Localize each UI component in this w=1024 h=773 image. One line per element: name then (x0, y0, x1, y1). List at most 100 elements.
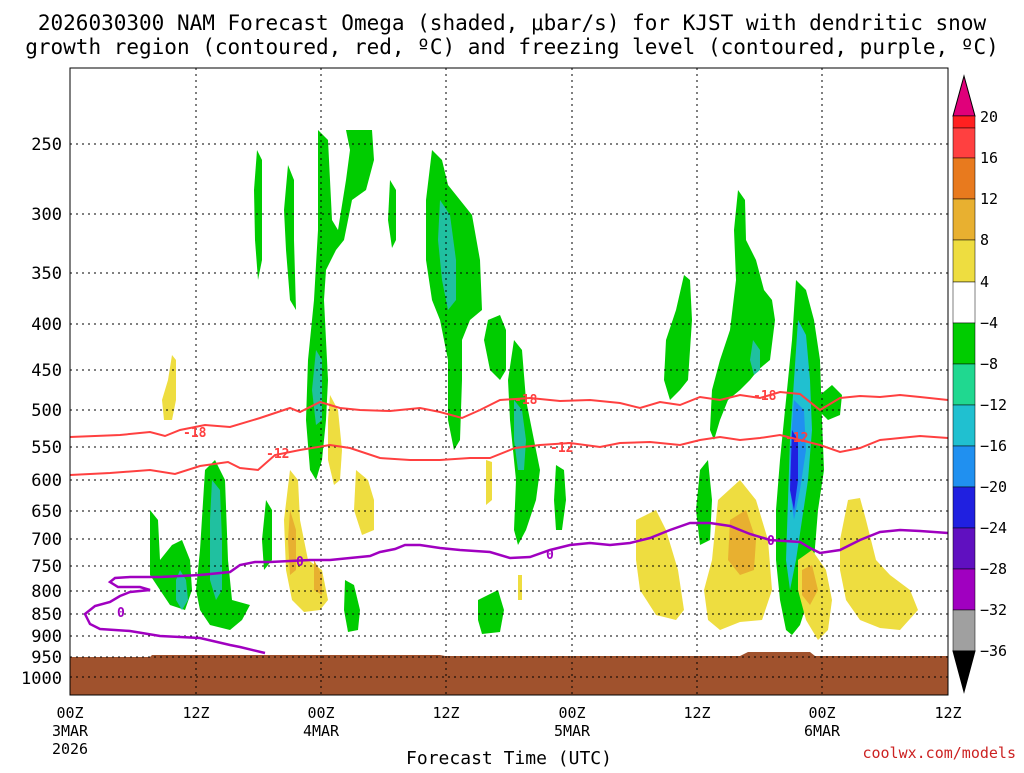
colorbar-label: −16 (980, 437, 1007, 455)
omega-pos-cell (802, 565, 818, 605)
isotherm-label: -12 (550, 441, 573, 456)
colorbar-label: −20 (980, 478, 1007, 496)
terrain-surface (70, 652, 948, 695)
omega-core (312, 350, 322, 425)
omega-cell (710, 190, 775, 440)
freezing-level-contour (83, 521, 949, 655)
x-tick-date: 6MAR (804, 722, 841, 740)
plot-frame (69, 67, 949, 696)
colorbar-segment (952, 239, 976, 283)
colorbar-labels: 20 16 12 8 4 −4 −8 −12 −16 −20 −24 −28 −… (980, 108, 1007, 660)
chart-title-line2: growth region (contoured, red, ºC) and f… (25, 35, 999, 59)
x-tick-date: 4MAR (303, 722, 340, 740)
isotherm-contours (69, 390, 949, 476)
omega-cell (284, 165, 296, 310)
omega-pos-cell (314, 560, 322, 595)
omega-cell (254, 150, 262, 280)
colorbar-label: 12 (980, 190, 998, 208)
isotherm-label: -18 (183, 426, 207, 441)
y-tick-label: 550 (31, 438, 62, 458)
credit-text: coolwx.com/models (862, 744, 1016, 762)
omega-cell (484, 315, 506, 380)
omega-cell (554, 465, 566, 530)
x-tick-label: 12Z (182, 704, 209, 722)
x-tick-label: 12Z (683, 704, 710, 722)
colorbar-segment (952, 486, 976, 529)
colorbar-segment (952, 115, 976, 129)
omega-cell (344, 580, 360, 632)
colorbar: 20 16 12 8 4 −4 −8 −12 −16 −20 −24 −28 −… (952, 74, 1007, 694)
colorbar-segment (952, 609, 976, 652)
omega-core (176, 570, 188, 610)
y-axis: 250 300 350 400 450 500 550 600 650 700 … (21, 135, 62, 689)
omega-cell (262, 500, 272, 570)
chart-title-line1: 2026030300 NAM Forecast Omega (shaded, μ… (38, 11, 987, 35)
x-tick-date: 3MAR (52, 722, 89, 740)
colorbar-top-arrow (952, 74, 976, 117)
omega-core (750, 340, 760, 375)
y-tick-label: 250 (31, 135, 62, 155)
x-tick-label: 12Z (432, 704, 459, 722)
y-tick-label: 950 (31, 648, 62, 668)
omega-core (790, 430, 798, 510)
y-tick-label: 650 (31, 502, 62, 522)
colorbar-segment (952, 127, 976, 159)
omega-pos-cell (486, 460, 492, 505)
x-tick-date: 5MAR (554, 722, 591, 740)
colorbar-label: −24 (980, 519, 1007, 537)
colorbar-label: 8 (980, 231, 989, 249)
colorbar-segment (952, 157, 976, 200)
y-tick-label: 500 (31, 401, 62, 421)
isotherm-label: -18 (753, 389, 777, 404)
colorbar-segment (952, 445, 976, 488)
colorbar-label: −32 (980, 601, 1007, 619)
colorbar-label: −8 (980, 355, 998, 373)
plot-area: -18 -12 -18 -12 -18 -12 0 0 0 0 (69, 67, 949, 696)
y-tick-label: 600 (31, 471, 62, 491)
omega-shading-strong (176, 200, 812, 610)
x-axis-title: Forecast Time (UTC) (406, 748, 612, 768)
omega-cell (388, 180, 396, 248)
omega-pos-cell (162, 355, 176, 420)
omega-cell (664, 275, 692, 400)
y-tick-label: 450 (31, 361, 62, 381)
colorbar-segment (952, 404, 976, 447)
x-tick-label: 00Z (808, 704, 835, 722)
colorbar-segment (952, 322, 976, 365)
freezing-level-label: 0 (767, 534, 775, 549)
omega-pos-cell (840, 498, 918, 630)
omega-pos-cell (728, 510, 756, 575)
omega-core (514, 400, 526, 470)
isotherm-label: -18 (514, 393, 538, 408)
contour-labels: -18 -12 -18 -12 -18 -12 0 0 0 0 (117, 389, 808, 621)
omega-pos-cell (328, 395, 342, 485)
x-tick-label: 00Z (56, 704, 83, 722)
colorbar-segment (952, 363, 976, 406)
omega-cell (196, 460, 250, 630)
colorbar-label: 16 (980, 149, 998, 167)
colorbar-bottom-arrow (952, 650, 976, 694)
freezing-level-label: 0 (296, 555, 304, 570)
y-tick-label: 700 (31, 530, 62, 550)
colorbar-label: −4 (980, 314, 998, 332)
grid-vertical (195, 68, 823, 695)
omega-cell (306, 130, 374, 480)
x-tick-label: 12Z (934, 704, 961, 722)
x-tick-label: 00Z (558, 704, 585, 722)
colorbar-segment (952, 527, 976, 570)
y-tick-label: 350 (31, 264, 62, 284)
omega-cell (478, 590, 504, 634)
freezing-level-label: 0 (546, 548, 554, 563)
omega-core (210, 480, 222, 600)
x-axis: 00Z 3MAR 2026 12Z 00Z 4MAR 12Z 00Z 5MAR … (52, 704, 962, 758)
omega-pos-cell (288, 510, 296, 575)
omega-pos-cell (518, 575, 522, 600)
colorbar-label: −12 (980, 396, 1007, 414)
colorbar-label: −28 (980, 560, 1007, 578)
y-tick-label: 900 (31, 627, 62, 647)
colorbar-segment (952, 198, 976, 241)
grid-horizontal (70, 143, 948, 678)
colorbar-segment (952, 568, 976, 611)
x-tick-year: 2026 (52, 740, 88, 758)
